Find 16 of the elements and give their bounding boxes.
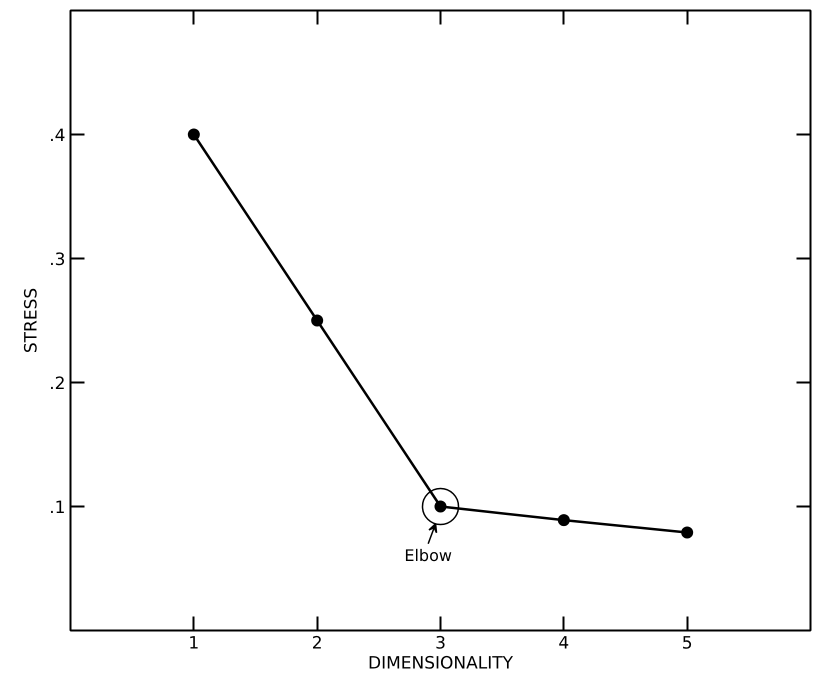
annotation: Elbow: [404, 546, 452, 566]
x-axis-title: DIMENSIONALITY: [368, 654, 514, 674]
x-tick-label: 1: [188, 634, 200, 654]
x-tick-label: 5: [682, 634, 693, 654]
x-tick-label: 3: [435, 634, 446, 654]
y-tick-label: .4: [49, 126, 66, 146]
y-tick-label: .1: [49, 498, 66, 518]
y-tick-label: .3: [49, 250, 66, 270]
x-tick-label: 2: [312, 634, 323, 654]
point: [188, 128, 200, 140]
y-tick-label: .2: [49, 374, 66, 394]
point: [558, 514, 570, 526]
x-tick-label: 4: [558, 634, 570, 654]
point: [681, 526, 694, 539]
y-axis-title: STRESS: [21, 288, 42, 354]
point: [311, 314, 324, 326]
